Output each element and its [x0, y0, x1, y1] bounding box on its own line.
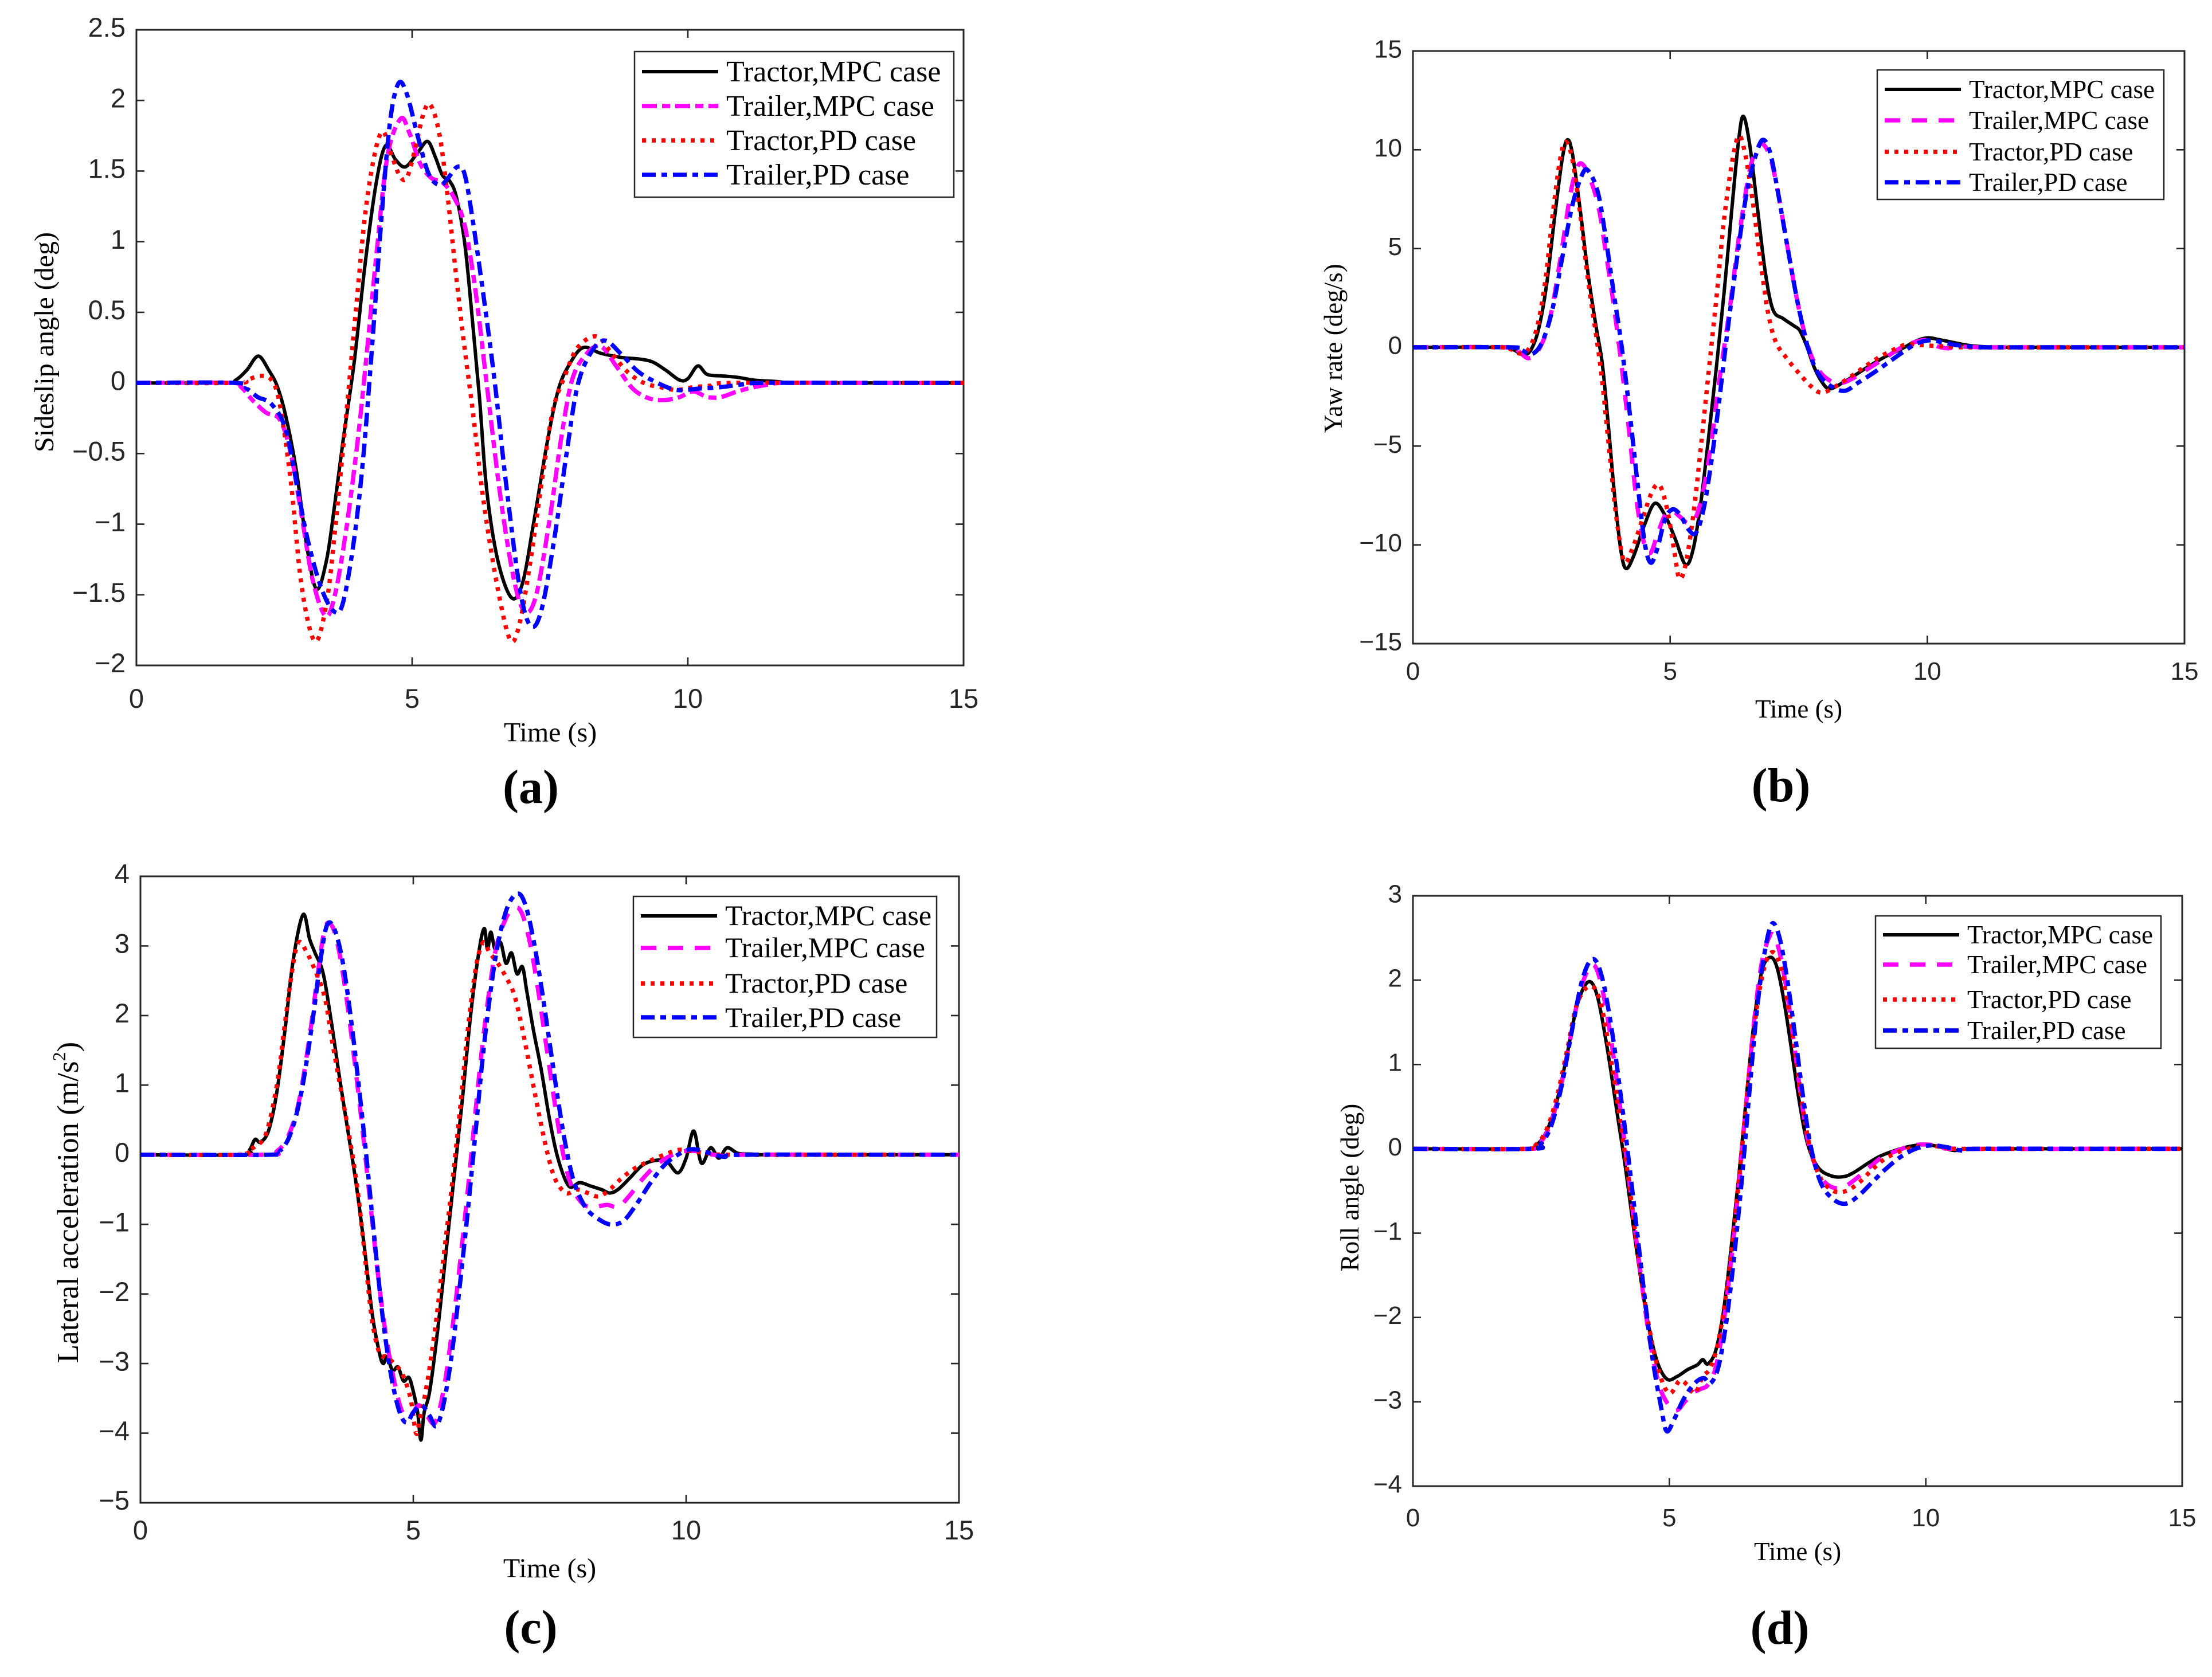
svg-text:5: 5 [1663, 657, 1677, 685]
svg-text:2: 2 [111, 83, 126, 113]
svg-text:Tractor,MPC case: Tractor,MPC case [1969, 75, 2155, 104]
svg-text:15: 15 [949, 683, 978, 714]
svg-text:0: 0 [1406, 657, 1420, 685]
svg-text:Tractor,PD case: Tractor,PD case [1969, 138, 2133, 166]
svg-text:Tractor,PD case: Tractor,PD case [726, 124, 916, 157]
svg-text:−2: −2 [99, 1276, 130, 1307]
svg-text:Time (s): Time (s) [1754, 1537, 1841, 1566]
svg-text:1: 1 [115, 1068, 130, 1098]
svg-text:−1.5: −1.5 [72, 577, 126, 608]
svg-text:−15: −15 [1359, 628, 1402, 656]
svg-text:Yaw rate (deg/s): Yaw rate (deg/s) [1319, 264, 1348, 433]
svg-text:5: 5 [1662, 1504, 1676, 1532]
svg-text:1.5: 1.5 [88, 154, 126, 184]
svg-text:5: 5 [406, 1515, 421, 1545]
svg-text:−3: −3 [1373, 1386, 1402, 1414]
svg-text:0: 0 [1406, 1504, 1420, 1532]
svg-text:15: 15 [944, 1515, 974, 1545]
svg-text:−4: −4 [99, 1416, 130, 1446]
svg-text:0: 0 [1388, 331, 1402, 359]
svg-text:Trailer,MPC case: Trailer,MPC case [1967, 950, 2147, 979]
svg-text:2: 2 [1388, 965, 1402, 993]
svg-text:10: 10 [1913, 657, 1941, 685]
svg-text:0.5: 0.5 [88, 295, 126, 325]
svg-text:10: 10 [1912, 1504, 1940, 1532]
svg-text:−2: −2 [95, 648, 126, 678]
svg-text:(a): (a) [503, 761, 559, 814]
svg-text:0: 0 [115, 1137, 130, 1167]
svg-text:1: 1 [1388, 1049, 1402, 1077]
svg-text:Lateral acceleration (m/s2): Lateral acceleration (m/s2) [49, 1042, 85, 1363]
svg-text:0: 0 [129, 683, 144, 714]
svg-text:Trailer,MPC case: Trailer,MPC case [726, 90, 934, 123]
svg-text:Sideslip angle (deg): Sideslip angle (deg) [29, 232, 60, 452]
svg-text:15: 15 [2168, 1504, 2197, 1532]
svg-text:3: 3 [1388, 880, 1402, 908]
svg-text:10: 10 [671, 1515, 701, 1545]
svg-text:(c): (c) [504, 1601, 557, 1654]
svg-text:Tractor,PD case: Tractor,PD case [725, 967, 907, 999]
svg-text:Trailer,PD case: Trailer,PD case [1967, 1016, 2125, 1045]
svg-text:10: 10 [673, 683, 703, 714]
svg-text:Tractor,PD case: Tractor,PD case [1967, 985, 2131, 1014]
svg-text:−5: −5 [1373, 430, 1402, 459]
svg-text:0: 0 [111, 365, 126, 395]
svg-text:−3: −3 [99, 1346, 130, 1376]
svg-text:15: 15 [2171, 657, 2199, 685]
svg-text:Time (s): Time (s) [1755, 695, 1842, 723]
svg-text:15: 15 [1374, 35, 1402, 63]
svg-text:3: 3 [115, 928, 130, 959]
svg-text:Time (s): Time (s) [503, 1553, 596, 1584]
svg-text:5: 5 [1388, 233, 1402, 261]
svg-text:2: 2 [115, 998, 130, 1028]
svg-text:1: 1 [111, 224, 126, 254]
svg-text:−1: −1 [95, 507, 126, 537]
svg-text:−1: −1 [99, 1206, 130, 1237]
svg-text:Trailer,PD case: Trailer,PD case [725, 1001, 901, 1033]
svg-text:−0.5: −0.5 [72, 436, 126, 467]
svg-text:Tractor,MPC case: Tractor,MPC case [725, 899, 931, 931]
svg-text:(b): (b) [1752, 759, 1811, 812]
svg-text:2.5: 2.5 [88, 12, 126, 42]
svg-text:4: 4 [115, 859, 130, 889]
svg-text:0: 0 [1388, 1133, 1402, 1161]
svg-text:0: 0 [133, 1515, 148, 1545]
svg-text:10: 10 [1374, 134, 1402, 162]
svg-text:Trailer,MPC case: Trailer,MPC case [1969, 106, 2149, 135]
svg-text:Tractor,MPC case: Tractor,MPC case [726, 56, 941, 88]
svg-text:Trailer,PD case: Trailer,PD case [726, 159, 910, 191]
svg-text:−5: −5 [99, 1485, 130, 1515]
svg-text:Time (s): Time (s) [504, 718, 597, 748]
svg-text:Tractor,MPC case: Tractor,MPC case [1967, 920, 2153, 949]
svg-text:5: 5 [405, 683, 420, 714]
svg-text:−4: −4 [1373, 1470, 1402, 1498]
svg-text:Roll angle (deg): Roll angle (deg) [1336, 1104, 1364, 1271]
svg-text:−1: −1 [1373, 1217, 1402, 1245]
svg-text:Trailer,MPC case: Trailer,MPC case [725, 931, 925, 963]
svg-text:−10: −10 [1359, 529, 1402, 557]
svg-text:Trailer,PD case: Trailer,PD case [1969, 168, 2127, 197]
svg-text:−2: −2 [1373, 1302, 1402, 1330]
svg-text:(d): (d) [1751, 1601, 1810, 1655]
